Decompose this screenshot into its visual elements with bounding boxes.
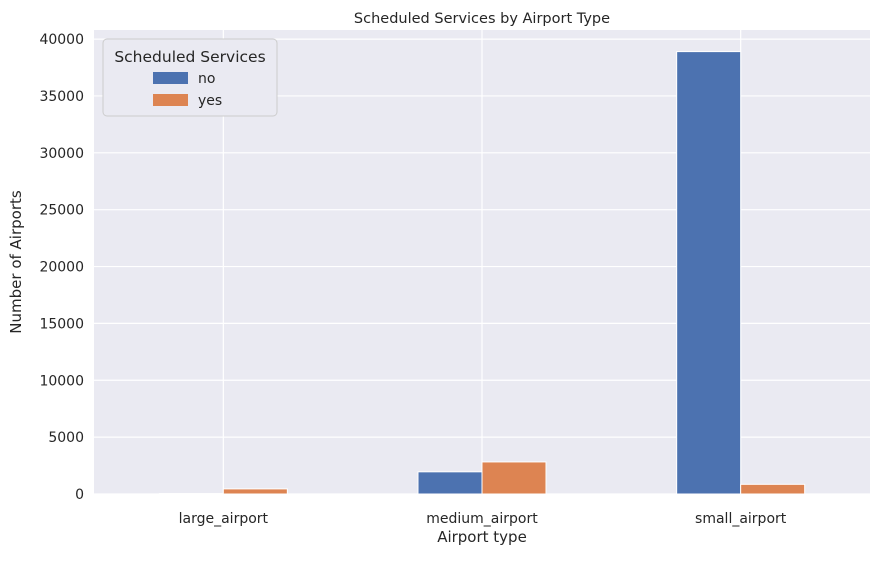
x-axis-ticks: large_airport medium_airport small_airport <box>179 511 787 527</box>
x-tick-label: large_airport <box>179 511 269 527</box>
y-tick-label: 35000 <box>39 89 84 105</box>
y-axis-ticks: 0 5000 10000 15000 20000 25000 30000 35000 40000 <box>39 32 84 503</box>
x-tick-label: small_airport <box>695 511 787 527</box>
y-tick-label: 0 <box>75 487 84 503</box>
y-tick-label: 25000 <box>39 203 84 219</box>
bar-yes-small_airport <box>741 484 805 494</box>
x-tick-label: medium_airport <box>426 511 538 527</box>
legend-swatch-no <box>153 72 188 84</box>
legend-label-yes: yes <box>198 93 222 109</box>
bar-no-medium_airport <box>418 472 482 494</box>
bar-yes-large_airport <box>223 489 287 494</box>
y-tick-label: 15000 <box>39 316 84 332</box>
legend-title: Scheduled Services <box>114 48 265 66</box>
y-tick-label: 30000 <box>39 146 84 162</box>
y-axis-label: Number of Airports <box>7 190 25 334</box>
legend-label-no: no <box>198 71 215 87</box>
chart-title: Scheduled Services by Airport Type <box>354 11 610 27</box>
y-tick-label: 10000 <box>39 373 84 389</box>
y-tick-label: 20000 <box>39 260 84 276</box>
legend: Scheduled Services no yes <box>103 39 277 116</box>
y-tick-label: 5000 <box>48 430 84 446</box>
y-tick-label: 40000 <box>39 32 84 48</box>
legend-swatch-yes <box>153 94 188 106</box>
bar-no-small_airport <box>677 52 741 494</box>
bar-yes-medium_airport <box>482 462 546 494</box>
x-axis-label: Airport type <box>437 528 527 546</box>
